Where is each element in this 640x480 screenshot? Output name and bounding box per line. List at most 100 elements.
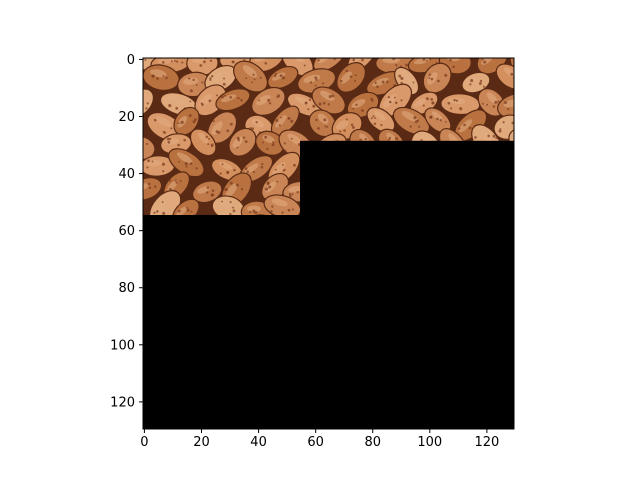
bean-speckle bbox=[185, 165, 188, 168]
bean-speckle bbox=[199, 64, 203, 67]
bean-speckle bbox=[521, 139, 523, 141]
bean-speckle bbox=[451, 54, 453, 56]
bean-speckle bbox=[189, 89, 193, 93]
bean-speckle bbox=[279, 74, 283, 78]
bean-highlight bbox=[503, 99, 514, 108]
bean-speckle bbox=[520, 60, 522, 62]
bean-speckle bbox=[253, 78, 256, 81]
bean-speckle bbox=[529, 163, 531, 165]
bean-highlight bbox=[271, 198, 288, 207]
bean-speckle bbox=[352, 107, 355, 110]
bean-speckle bbox=[236, 146, 239, 149]
bean-highlight bbox=[530, 78, 544, 86]
bean-speckle bbox=[428, 77, 431, 79]
bean-speckle bbox=[431, 101, 435, 105]
bean-highlight bbox=[157, 58, 176, 64]
bean-speckle bbox=[521, 144, 523, 146]
bean-speckle bbox=[516, 207, 518, 209]
bean-speckle bbox=[192, 78, 195, 82]
bean-speckle bbox=[251, 81, 254, 84]
bean-highlight bbox=[290, 58, 304, 63]
bean-highlight bbox=[143, 58, 148, 61]
bean-speckle bbox=[495, 136, 498, 140]
bean-speckle bbox=[469, 83, 472, 86]
x-tick-label: 60 bbox=[307, 435, 324, 450]
bean-speckle bbox=[219, 172, 222, 175]
bean-speckle bbox=[201, 81, 204, 84]
x-tick-label: 20 bbox=[193, 435, 210, 450]
bean-speckle bbox=[177, 122, 180, 125]
bean-speckle bbox=[533, 81, 535, 83]
bean-speckle bbox=[260, 165, 264, 169]
bean-speckle bbox=[173, 59, 176, 62]
bean-speckle bbox=[211, 75, 214, 78]
bean-speckle bbox=[354, 79, 357, 82]
bean-highlight bbox=[498, 120, 512, 129]
bean-speckle bbox=[521, 232, 523, 234]
bean-speckle bbox=[345, 118, 348, 121]
bean-speckle bbox=[274, 72, 278, 76]
bean-photo bbox=[131, 52, 550, 234]
bean-speckle bbox=[271, 143, 275, 147]
bean-speckle bbox=[478, 82, 482, 85]
bean-speckle bbox=[131, 151, 133, 153]
bean-speckle bbox=[339, 130, 342, 133]
bean-speckle bbox=[483, 60, 487, 64]
bean-speckle bbox=[364, 138, 367, 141]
bean-speckle bbox=[450, 107, 453, 110]
bean-speckle bbox=[211, 189, 215, 192]
bean-highlight bbox=[351, 98, 366, 109]
bean bbox=[189, 128, 217, 157]
bean-speckle bbox=[281, 163, 284, 166]
bean-speckle bbox=[355, 103, 358, 107]
bean bbox=[143, 88, 155, 118]
bean-highlight bbox=[246, 205, 261, 213]
bean-highlight bbox=[336, 119, 349, 130]
bean-speckle bbox=[539, 213, 541, 215]
bean-highlight bbox=[155, 116, 172, 127]
bean-speckle bbox=[530, 65, 532, 67]
bean-speckle bbox=[156, 210, 159, 213]
bean-speckle bbox=[507, 108, 510, 111]
bean-speckle bbox=[547, 127, 550, 130]
bean-speckle bbox=[232, 209, 236, 213]
bean-speckle bbox=[470, 79, 474, 83]
bean-speckle bbox=[487, 134, 490, 138]
bean-speckle bbox=[136, 140, 138, 142]
bean-speckle bbox=[208, 137, 210, 140]
bean-speckle bbox=[323, 118, 327, 122]
bean-speckle bbox=[237, 97, 240, 100]
bean-speckle bbox=[211, 193, 215, 197]
bean-speckle bbox=[315, 118, 318, 122]
bean-speckle bbox=[314, 76, 318, 80]
bean-highlight bbox=[340, 71, 352, 84]
bean-speckle bbox=[282, 169, 285, 172]
bean-highlight bbox=[317, 58, 332, 64]
bean-speckle bbox=[388, 100, 392, 104]
bean-speckle bbox=[290, 119, 294, 123]
bean-speckle bbox=[430, 77, 434, 81]
bean-speckle bbox=[205, 135, 209, 139]
bean-speckle bbox=[202, 60, 206, 64]
bean-highlight bbox=[401, 111, 418, 122]
bean-speckle bbox=[190, 210, 193, 213]
bean-speckle bbox=[287, 54, 290, 57]
bean-speckle bbox=[167, 140, 171, 144]
bean-highlight bbox=[374, 110, 387, 121]
bean-speckle bbox=[235, 183, 239, 187]
bean-speckle bbox=[416, 119, 419, 123]
bean-speckle bbox=[206, 186, 210, 189]
bean-speckle bbox=[258, 99, 261, 102]
bean-speckle bbox=[184, 162, 188, 166]
bean bbox=[495, 63, 514, 90]
bean-speckle bbox=[468, 126, 472, 130]
bean-speckle bbox=[210, 145, 213, 148]
bean-speckle bbox=[296, 55, 298, 57]
bean-speckle bbox=[291, 208, 295, 211]
bean-highlight bbox=[528, 117, 544, 126]
bean-speckle bbox=[264, 52, 267, 55]
bean-highlight bbox=[414, 98, 427, 107]
bean-speckle bbox=[287, 208, 291, 212]
bean-speckle bbox=[136, 193, 139, 196]
bean-speckle bbox=[400, 99, 403, 102]
